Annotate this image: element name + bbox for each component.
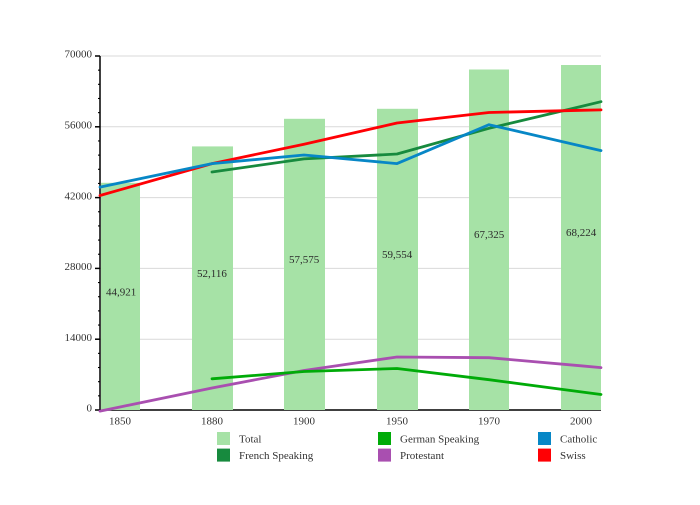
svg-text:Total: Total: [239, 434, 261, 446]
svg-text:56000: 56000: [65, 120, 93, 132]
svg-text:1880: 1880: [201, 416, 224, 428]
svg-text:German Speaking: German Speaking: [400, 434, 480, 446]
svg-text:1900: 1900: [293, 416, 316, 428]
svg-text:52,116: 52,116: [197, 268, 227, 280]
svg-text:1950: 1950: [386, 416, 409, 428]
svg-text:57,575: 57,575: [289, 254, 320, 266]
svg-text:1970: 1970: [478, 416, 501, 428]
svg-text:1850: 1850: [109, 416, 132, 428]
svg-text:French Speaking: French Speaking: [239, 450, 314, 462]
svg-text:14000: 14000: [65, 332, 93, 344]
svg-text:Catholic: Catholic: [560, 434, 597, 446]
svg-text:28000: 28000: [65, 261, 93, 273]
svg-text:Protestant: Protestant: [400, 450, 444, 462]
svg-text:2000: 2000: [570, 416, 593, 428]
svg-text:59,554: 59,554: [382, 249, 413, 261]
svg-text:67,325: 67,325: [474, 229, 505, 241]
svg-text:0: 0: [87, 403, 93, 415]
svg-text:68,224: 68,224: [566, 227, 597, 239]
svg-text:42000: 42000: [65, 190, 93, 202]
svg-text:70000: 70000: [65, 49, 93, 61]
svg-text:44,921: 44,921: [106, 286, 136, 298]
svg-text:Swiss: Swiss: [560, 450, 586, 462]
